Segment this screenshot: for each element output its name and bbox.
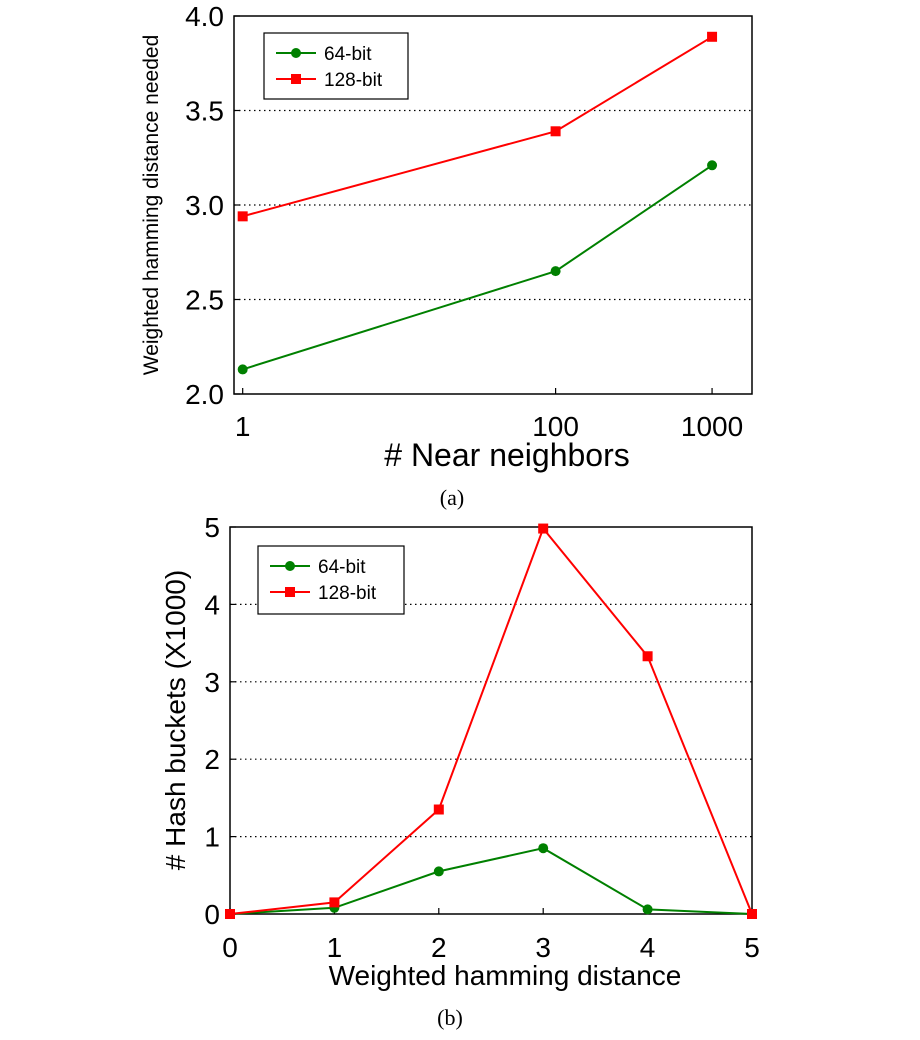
data-point xyxy=(329,897,340,908)
y-tick-label: 0 xyxy=(204,899,220,930)
legend-label: 64-bit xyxy=(324,44,372,65)
x-tick-label: 1 xyxy=(327,932,343,963)
figure-caption: (b) xyxy=(437,1005,463,1030)
legend-box xyxy=(257,545,405,615)
x-axis-label: Weighted hamming distance xyxy=(329,960,682,991)
legend-swatch-marker xyxy=(285,561,295,571)
y-tick-label: 2.0 xyxy=(185,379,224,410)
series-line xyxy=(242,164,713,371)
series-line xyxy=(229,847,753,915)
y-tick-label: 4 xyxy=(204,589,220,620)
data-point xyxy=(538,523,549,534)
data-point xyxy=(550,266,561,277)
data-point xyxy=(642,651,653,662)
chart-b: 0 1 2 3 4 5 0 1 2 3 4 5 Weighted hamming distance # H… xyxy=(160,512,760,1030)
data-point xyxy=(707,160,718,171)
data-point xyxy=(642,904,653,915)
series-line xyxy=(229,526,753,915)
x-tick-label: 1 xyxy=(235,411,251,442)
data-point xyxy=(538,843,549,854)
legend-box xyxy=(263,32,409,100)
x-tick-label: 4 xyxy=(640,932,656,963)
legend-label: 64-bit xyxy=(318,557,366,578)
legend-label: 128-bit xyxy=(318,583,377,604)
y-tick-label: 5 xyxy=(204,512,220,543)
x-tick-label: 5 xyxy=(744,932,760,963)
data-point xyxy=(707,31,718,42)
legend-label: 128-bit xyxy=(324,70,383,91)
legend-swatch-marker xyxy=(285,587,295,597)
y-axis-label: # Hash buckets (X1000) xyxy=(160,570,191,870)
y-tick-label: 4.0 xyxy=(185,1,224,32)
y-tick-label: 3 xyxy=(204,667,220,698)
legend-swatch-marker xyxy=(291,48,301,58)
x-axis-label: # Near neighbors xyxy=(384,437,629,473)
chart-a: 2.0 2.5 3.0 3.5 4.0 1 100 1000 # Near neighbors W… xyxy=(140,1,753,510)
y-tick-label: 2 xyxy=(204,744,220,775)
x-tick-label: 1000 xyxy=(681,411,743,442)
y-tick-label: 3.0 xyxy=(185,190,224,221)
x-tick-label: 2 xyxy=(431,932,447,963)
data-point xyxy=(433,866,444,877)
data-point xyxy=(550,126,561,137)
data-point xyxy=(747,909,757,919)
data-point xyxy=(225,909,235,919)
y-axis-label: Weighted hamming distance needed xyxy=(140,35,163,376)
y-tick-label: 3.5 xyxy=(185,96,224,127)
legend-swatch-marker xyxy=(291,74,301,84)
data-point xyxy=(237,364,248,375)
y-tick-label: 2.5 xyxy=(185,285,224,316)
data-point xyxy=(433,804,444,815)
plot-frame xyxy=(229,526,753,915)
x-tick-label: 100 xyxy=(532,411,579,442)
x-tick-label: 0 xyxy=(222,932,238,963)
figure-caption: (a) xyxy=(440,485,464,510)
data-point xyxy=(237,211,248,222)
x-tick-label: 3 xyxy=(535,932,551,963)
y-tick-label: 1 xyxy=(204,822,220,853)
